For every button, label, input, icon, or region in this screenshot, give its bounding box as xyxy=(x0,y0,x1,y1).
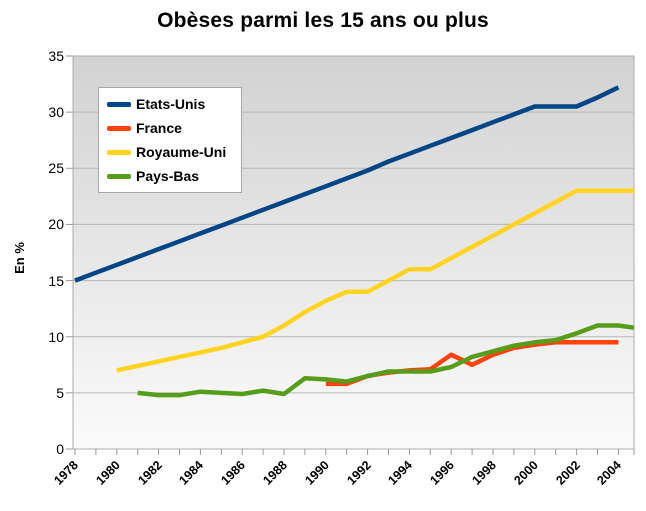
y-tick-label: 25 xyxy=(48,160,64,177)
legend-item-label: Pays-Bas xyxy=(136,168,200,184)
y-tick-label: 5 xyxy=(56,384,64,401)
legend-item-label: Royaume-Uni xyxy=(136,144,227,160)
legend-swatch-etats-unis xyxy=(107,101,131,107)
y-tick-label: 0 xyxy=(56,441,64,457)
y-tick-label: 10 xyxy=(48,328,64,345)
chart-title: Obèses parmi les 15 ans ou plus xyxy=(157,9,489,32)
y-tick-label: 20 xyxy=(48,216,64,233)
legend-item-royaume-uni: Royaume-Uni xyxy=(107,140,237,164)
series-group xyxy=(74,85,634,398)
legend-swatch-france xyxy=(107,125,131,131)
series-line-royaume-uni xyxy=(116,188,634,373)
y-tick-label: 30 xyxy=(48,104,64,121)
legend-swatch-pays-bas xyxy=(107,173,131,179)
legend-item-label: Etats-Unis xyxy=(136,96,206,112)
legend-item-label: France xyxy=(136,120,182,136)
series-line-etats-unis xyxy=(74,85,620,283)
legend-item-france: France xyxy=(107,116,237,140)
legend-item-etats-unis: Etats-Unis xyxy=(107,92,237,116)
y-tick-label: 15 xyxy=(48,272,64,289)
legend-item-pays-bas: Pays-Bas xyxy=(107,164,237,188)
legend-swatch-royaume-uni xyxy=(107,149,131,155)
y-tick-label: 35 xyxy=(48,48,64,64)
legend: Etats-Unis France Royaume-Uni Pays-Bas xyxy=(98,87,242,193)
series-line-pays-bas xyxy=(137,323,634,398)
